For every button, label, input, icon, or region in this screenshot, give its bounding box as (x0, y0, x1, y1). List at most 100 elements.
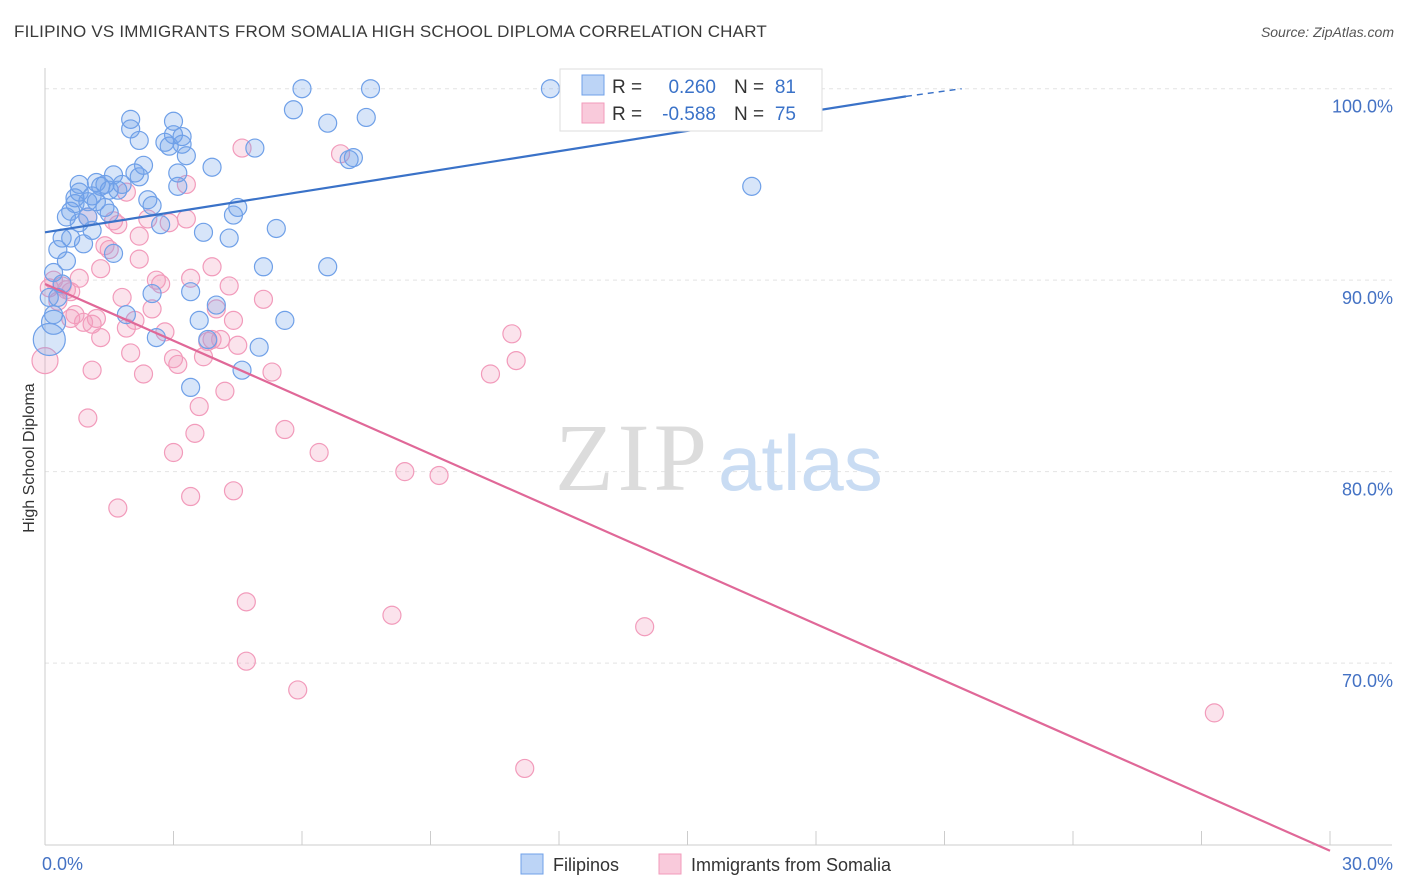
filipino-point (198, 329, 218, 350)
somalia-point (181, 268, 201, 288)
filipino-point (318, 257, 338, 277)
somalia-point (78, 408, 98, 428)
stats-r-label-filipinos: R = (612, 77, 642, 98)
filipino-point (129, 167, 149, 187)
filipino-point (112, 174, 132, 195)
filipino-point (168, 176, 188, 196)
stats-swatch-somalia (581, 102, 605, 124)
somalia-point (185, 423, 205, 443)
stats-n-label-somalia: N = (734, 104, 764, 125)
somalia-point (253, 289, 274, 309)
filipino-point (48, 287, 68, 308)
somalia-point (163, 442, 184, 463)
source-credit: Source: ZipAtlas.com (1260, 24, 1394, 40)
somalia-point (82, 360, 102, 380)
filipino-point (56, 251, 77, 271)
legend-swatch-somalia (658, 853, 682, 875)
somalia-point (382, 605, 402, 625)
filipino-point (219, 228, 239, 248)
stats-r-value-filipinos: 0.260 (668, 77, 716, 98)
filipino-point (32, 322, 66, 357)
filipino-point (742, 176, 762, 196)
chart-title: FILIPINO VS IMMIGRANTS FROM SOMALIA HIGH… (14, 22, 767, 41)
filipino-point (206, 295, 226, 315)
watermark-zip: ZIP (555, 404, 711, 511)
somalia-point (112, 287, 132, 308)
somalia-point (228, 335, 248, 355)
filipino-point (275, 310, 295, 330)
somalia-point (223, 481, 244, 501)
filipino-point (103, 243, 124, 263)
filipino-point (176, 146, 196, 166)
somalia-point (181, 486, 201, 507)
somalia-point (189, 396, 209, 417)
filipino-point (540, 79, 561, 99)
somalia-point (219, 276, 239, 296)
filipino-point (73, 234, 94, 254)
somalia-point (129, 226, 149, 246)
filipino-point (168, 163, 188, 183)
somalia-point (31, 346, 59, 375)
somalia-trend-line (44, 283, 1331, 852)
somalia-point (635, 617, 655, 637)
somalia-point (506, 350, 526, 371)
somalia-point (168, 354, 188, 375)
legend-label-somalia: Immigrants from Somalia (691, 855, 892, 875)
filipino-point (40, 309, 67, 335)
stats-n-label-filipinos: N = (734, 77, 764, 98)
x-tick-label-end: 30.0% (1342, 854, 1393, 874)
somalia-point (1204, 703, 1224, 723)
filipino-point (142, 195, 162, 216)
filipino-point (343, 148, 363, 168)
somalia-point (223, 310, 244, 330)
filipino-point (356, 107, 376, 128)
somalia-point (480, 364, 501, 384)
somalia-point (429, 465, 449, 486)
somalia-point (142, 299, 162, 319)
bottom-legend: Filipinos Immigrants from Somalia (520, 853, 892, 875)
somalia-point (515, 758, 535, 779)
filipino-point (172, 126, 192, 147)
somalia-point (236, 592, 256, 612)
y-tick-label: 70.0% (1342, 671, 1393, 691)
filipino-point (129, 130, 149, 151)
filipino-trend-extension (905, 87, 962, 98)
watermark-atlas: atlas (718, 419, 883, 507)
somalia-point (502, 324, 522, 344)
x-axis-ticks (44, 831, 1331, 845)
stats-n-value-somalia: 75 (775, 104, 796, 125)
y-axis-label: High School Diploma (21, 383, 38, 533)
legend-swatch-filipinos (520, 853, 544, 875)
filipino-point (292, 79, 312, 99)
somalia-point (69, 268, 89, 288)
somalia-point (133, 364, 154, 384)
filipino-point (172, 134, 192, 154)
filipino-point (266, 218, 286, 239)
stats-n-value-filipinos: 81 (775, 77, 796, 98)
somalia-point (91, 259, 111, 279)
filipino-point (133, 155, 154, 175)
somalia-point (288, 680, 308, 700)
filipino-point (181, 377, 201, 398)
filipino-point (181, 282, 201, 302)
filipino-point (163, 111, 184, 131)
filipino-point (245, 138, 265, 158)
somalia-point (395, 462, 415, 482)
somalia-point (91, 328, 111, 348)
filipino-point (202, 157, 222, 177)
stats-r-label-somalia: R = (612, 104, 642, 125)
filipino-points (32, 79, 762, 398)
filipino-point (99, 203, 119, 223)
somalia-point (176, 209, 196, 229)
stats-r-value-somalia: -0.588 (662, 104, 716, 125)
filipino-point (142, 283, 162, 304)
somalia-point (215, 381, 235, 401)
somalia-point (309, 442, 329, 463)
stats-swatch-filipinos (581, 74, 605, 96)
somalia-point (236, 651, 256, 671)
x-tick-label-start: 0.0% (42, 854, 83, 874)
y-tick-labels: 70.0% 80.0% 90.0% 100.0% (1332, 97, 1393, 691)
filipino-point (193, 222, 214, 242)
filipino-point (116, 305, 136, 325)
